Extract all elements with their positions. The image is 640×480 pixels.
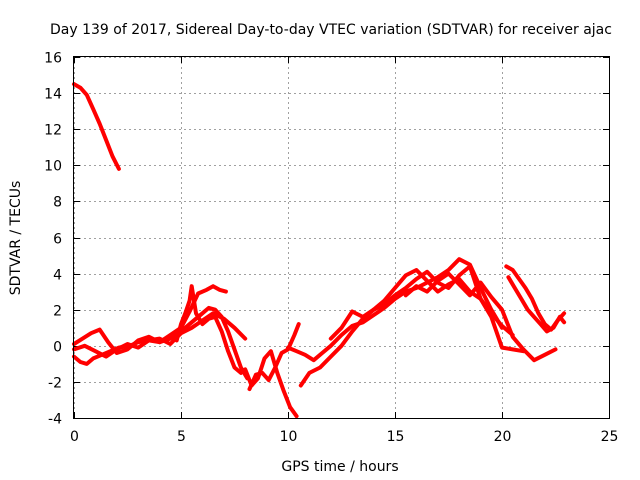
x-tick-label: 20: [494, 429, 512, 445]
data-series: [72, 82, 567, 419]
x-tick-label: 5: [177, 429, 186, 445]
y-tick-label: 10: [44, 159, 62, 175]
gridlines: [74, 57, 610, 419]
y-tick-label: 0: [53, 340, 62, 356]
series-line-arc-4: [72, 311, 248, 359]
y-tick-label: 4: [53, 268, 62, 284]
plot-frame: [73, 56, 610, 419]
chart-title: Day 139 of 2017, Sidereal Day-to-day VTE…: [50, 22, 612, 38]
y-tick-label: -2: [48, 376, 62, 392]
y-axis-label: SDTVAR / TECUs: [8, 181, 24, 296]
series-line-arc-7: [247, 322, 301, 392]
series-line-arc-10: [328, 268, 526, 354]
x-tick-label: 15: [387, 429, 405, 445]
y-tick-label: 2: [53, 304, 62, 320]
x-axis-label: GPS time / hours: [281, 459, 398, 475]
series-line-arc-13: [506, 275, 567, 334]
series-line-arc-8: [286, 257, 504, 363]
x-tick-label: 0: [70, 429, 79, 445]
y-tick-label: 14: [44, 87, 62, 103]
y-tick-label: 12: [44, 123, 62, 139]
y-tick-labels: -4 -2 0 2 4 6 8 10 12 14 16: [44, 51, 62, 428]
series-line-arc-5: [174, 284, 243, 375]
tick-marks: [74, 57, 610, 419]
x-tick-label: 25: [601, 429, 619, 445]
y-tick-label: -4: [48, 412, 62, 428]
series-line-arc-1: [72, 82, 121, 171]
y-tick-label: 6: [53, 232, 62, 248]
x-tick-labels: 0 5 10 15 20 25: [70, 429, 618, 445]
y-tick-label: 16: [44, 51, 62, 67]
series-line-arc-11: [403, 271, 558, 363]
x-tick-label: 10: [280, 429, 298, 445]
y-tick-label: 8: [53, 195, 62, 211]
